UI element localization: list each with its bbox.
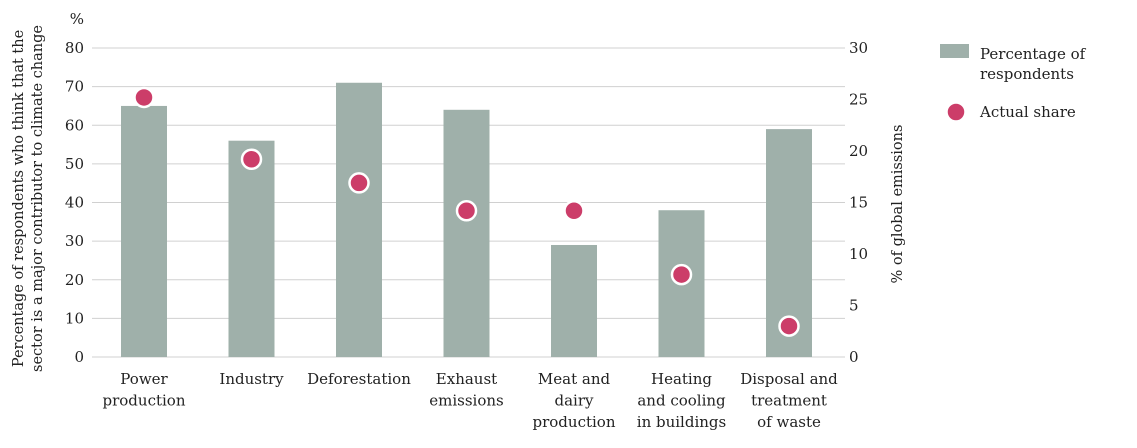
x-tick-label: Disposal and	[740, 370, 838, 388]
y-left-tick-label: 0	[74, 348, 84, 366]
y-left-tick-label: 20	[65, 271, 84, 289]
data-point	[455, 199, 478, 222]
bar	[443, 109, 490, 357]
y-right-tick-label: 15	[849, 194, 868, 212]
bar	[121, 105, 167, 357]
data-point	[240, 148, 263, 170]
x-tick-label: dairy	[555, 392, 595, 410]
x-tick-label: Power	[120, 370, 168, 388]
x-tick-label: Deforestation	[307, 370, 411, 388]
y-right-tick-label: 25	[849, 91, 868, 109]
y-left-tick-label: 80	[65, 39, 84, 57]
x-tick-label: Industry	[219, 370, 284, 388]
y-right-tick-label: 0	[849, 348, 859, 366]
x-tick-label: Exhaust	[436, 370, 497, 388]
data-point	[670, 263, 693, 286]
data-point	[563, 199, 585, 222]
x-tick-label: production	[103, 392, 186, 410]
y-right-tick-label: 5	[849, 297, 859, 315]
y-right-tick-label: 10	[849, 245, 868, 263]
bar	[336, 82, 382, 357]
x-tick-label: treatment	[751, 392, 827, 410]
y-left-tick-label: 70	[65, 78, 84, 96]
legend-swatch-bar	[940, 44, 969, 58]
bar	[228, 140, 275, 357]
x-tick-label: emissions	[429, 392, 503, 410]
legend-label: respondents	[980, 65, 1074, 83]
y-right-tick-label: 30	[849, 39, 868, 57]
bar	[551, 244, 597, 357]
legend-label: Percentage of	[980, 45, 1087, 63]
x-tick-label: in buildings	[637, 413, 726, 431]
x-tick-label: production	[533, 413, 616, 431]
y-left-tick-label: 40	[65, 194, 84, 212]
x-tick-label: of waste	[757, 413, 821, 431]
data-point	[133, 86, 155, 109]
legend-swatch-point	[945, 101, 967, 123]
x-tick-label: Meat and	[538, 370, 611, 388]
data-point	[778, 315, 800, 337]
y-left-unit-label: %	[70, 10, 84, 28]
y-left-tick-label: 50	[65, 155, 84, 173]
y-right-axis-label: % of global emissions	[890, 125, 906, 284]
x-tick-label: and cooling	[637, 392, 726, 410]
x-tick-label: Heating	[651, 370, 712, 388]
y-right-tick-label: 20	[849, 142, 868, 160]
y-left-axis-label: Percentage of respondents who think that…	[11, 30, 27, 367]
legend-label: Actual share	[979, 103, 1076, 121]
y-left-axis-label: sector is a major contributor to climate…	[30, 25, 46, 372]
y-left-tick-label: 30	[65, 232, 84, 250]
y-left-tick-label: 60	[65, 116, 84, 134]
data-point	[348, 172, 370, 194]
y-left-tick-label: 10	[65, 309, 84, 327]
